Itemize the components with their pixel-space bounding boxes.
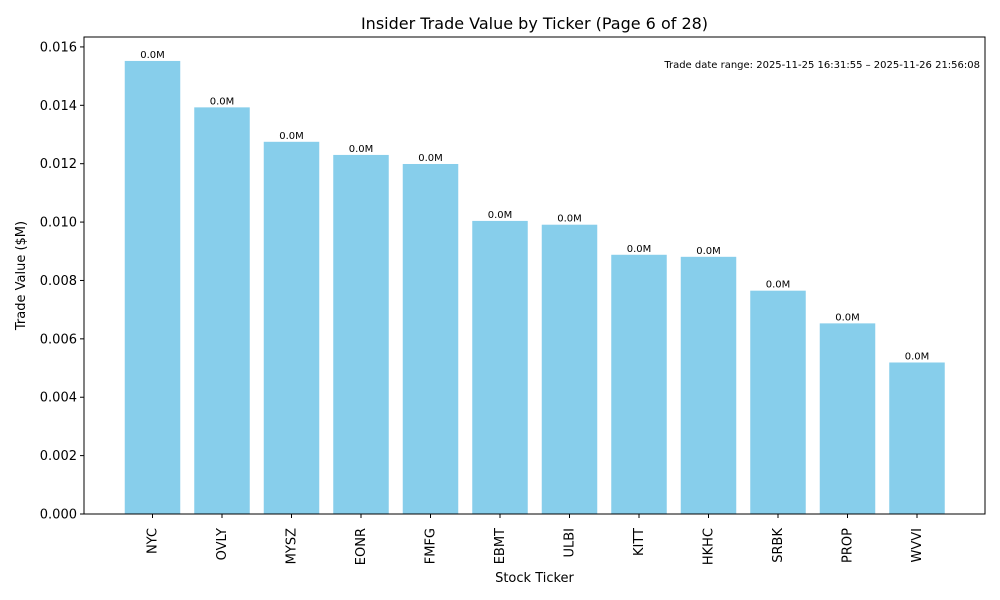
chart-title: Insider Trade Value by Ticker (Page 6 of… [361, 14, 708, 33]
data-label-prop: 0.0M [835, 312, 860, 323]
data-label-eonr: 0.0M [349, 144, 374, 155]
data-labels-layer: 0.0M 0.0M 0.0M 0.0M 0.0M 0.0M 0.0M 0.0M 0.0M 0.0M… [140, 50, 929, 363]
data-label-nyc: 0.0M [140, 50, 165, 61]
x-axis-label: Stock Ticker [495, 571, 574, 586]
x-tick-label-eonr: EONR [354, 528, 369, 565]
y-tick-label: 0.006 [40, 332, 77, 347]
bar-prop [819, 323, 876, 514]
x-axis-ticks: NYC OVLY MYSZ EONR FMFG EBMT ULBI KITT HKHC SRBK P… [146, 514, 925, 565]
data-label-hkhc: 0.0M [696, 246, 721, 257]
bar-ovly [194, 107, 250, 514]
data-label-ovly: 0.0M [210, 96, 235, 107]
y-tick-label: 0.002 [40, 449, 77, 464]
data-label-kitt: 0.0M [627, 244, 652, 255]
bar-wvvi [889, 362, 945, 514]
x-tick-label-ovly: OVLY [215, 528, 230, 560]
x-tick-label-ulbi: ULBI [563, 528, 578, 558]
data-label-ebmt: 0.0M [488, 210, 513, 221]
bar-kitt [611, 254, 667, 514]
data-label-fmfg: 0.0M [418, 153, 443, 164]
y-tick-label: 0.010 [40, 216, 77, 231]
y-tick-label: 0.012 [40, 157, 77, 172]
data-label-wvvi: 0.0M [905, 351, 930, 362]
x-tick-label-mysz: MYSZ [285, 528, 300, 564]
x-tick-label-prop: PROP [841, 528, 856, 563]
bar-nyc [124, 60, 181, 515]
bar-eonr [333, 154, 389, 515]
bar-ulbi [541, 224, 598, 514]
x-tick-label-srbk: SRBK [771, 528, 786, 563]
y-tick-label: 0.016 [40, 40, 77, 55]
data-label-ulbi: 0.0M [557, 214, 582, 225]
y-tick-label: 0.004 [40, 391, 77, 406]
bar-fmfg [402, 163, 459, 514]
y-axis-ticks: 0.000 0.002 0.004 0.006 0.008 0.010 0.012 0.014… [40, 40, 84, 523]
y-tick-label: 0.008 [40, 274, 77, 289]
x-tick-label-fmfg: FMFG [424, 528, 439, 564]
bar-hkhc [680, 256, 737, 514]
x-tick-label-kitt: KITT [632, 528, 647, 556]
y-axis-label: Trade Value ($M) [14, 221, 29, 331]
data-label-srbk: 0.0M [766, 280, 791, 291]
plot-frame [83, 36, 986, 515]
x-tick-label-wvvi: WVVI [910, 528, 925, 562]
x-tick-label-nyc: NYC [146, 528, 161, 554]
y-tick-label: 0.014 [40, 99, 77, 114]
bars-layer [124, 60, 945, 515]
bar-mysz [263, 141, 320, 515]
x-tick-label-hkhc: HKHC [702, 528, 717, 565]
y-tick-label: 0.000 [40, 508, 77, 523]
bar-ebmt [472, 220, 528, 514]
data-label-mysz: 0.0M [279, 131, 304, 142]
x-tick-label-ebmt: EBMT [493, 528, 508, 564]
bar-srbk [750, 290, 806, 514]
date-range-annotation: Trade date range: 2025-11-25 16:31:55 – … [663, 60, 980, 71]
